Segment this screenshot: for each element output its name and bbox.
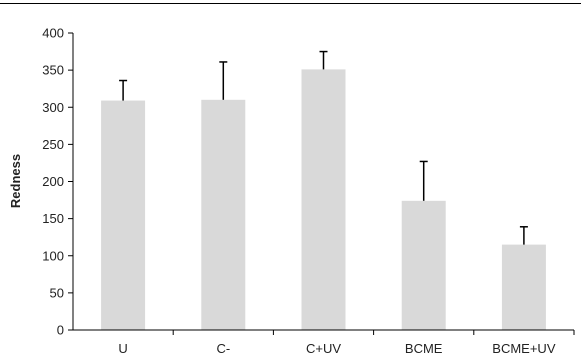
y-tick-label: 150 <box>42 211 64 226</box>
bar-c <box>201 99 246 330</box>
x-tick-label: C+UV <box>306 341 341 356</box>
x-axis-ticks: U C- C+UV BCME BCME+UV <box>118 330 575 356</box>
y-tick-label: 350 <box>42 63 64 78</box>
bar-bcme <box>401 200 446 330</box>
bars-group <box>101 69 546 330</box>
y-axis-title: Redness <box>8 154 23 208</box>
y-tick-label: 300 <box>42 100 64 115</box>
y-tick-label: 0 <box>57 323 64 338</box>
x-tick-label: BCME <box>405 341 443 356</box>
bar-c-uv <box>301 69 346 330</box>
bar-u <box>101 100 146 330</box>
error-bars-group <box>119 50 528 245</box>
y-axis-ticks: 0 50 100 150 200 250 300 350 400 <box>42 26 73 338</box>
x-tick-label: U <box>118 341 127 356</box>
x-tick-label: BCME+UV <box>492 341 556 356</box>
y-tick-label: 200 <box>42 174 64 189</box>
y-tick-label: 250 <box>42 137 64 152</box>
y-tick-label: 100 <box>42 248 64 263</box>
y-tick-label: 400 <box>42 26 64 41</box>
bar-bcme-uv <box>501 244 546 330</box>
y-tick-label: 50 <box>50 285 64 300</box>
x-tick-label: C- <box>216 341 230 356</box>
